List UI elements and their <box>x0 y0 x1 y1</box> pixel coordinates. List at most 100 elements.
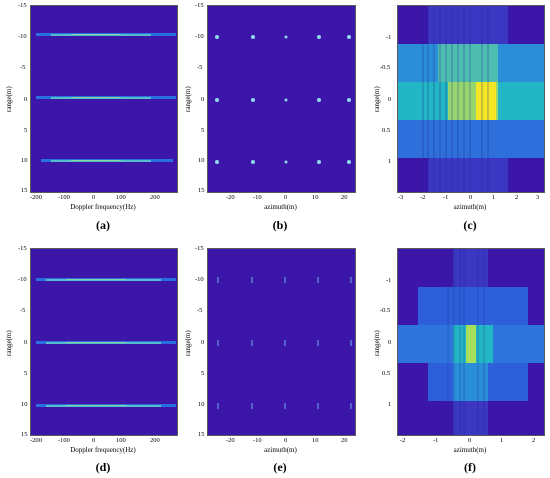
caption: (f) <box>464 460 476 474</box>
ytick: 0 <box>24 96 28 103</box>
xtick: 2 <box>515 194 519 201</box>
ytick: 0.5 <box>382 370 391 377</box>
ytick: 0 <box>201 339 205 346</box>
plot-f <box>397 248 545 436</box>
heatmap-a <box>36 33 176 162</box>
xtick: 200 <box>150 194 160 201</box>
ytick: -10 <box>195 33 204 40</box>
caption: (e) <box>273 460 287 474</box>
ytick: 0 <box>388 96 392 103</box>
ytick: 0.5 <box>382 127 391 134</box>
ytick: 1 <box>388 401 392 408</box>
plot-e <box>207 248 356 436</box>
heatmap-d <box>36 278 176 407</box>
plot-c <box>397 5 545 193</box>
xtick: -1 <box>443 194 449 201</box>
ytick: 5 <box>201 370 205 377</box>
plot-d <box>30 248 178 436</box>
ytick: 0 <box>24 339 28 346</box>
xtick: -10 <box>253 194 262 201</box>
caption: (c) <box>463 218 477 232</box>
xtick: -3 <box>398 194 404 201</box>
plot-b <box>207 5 356 193</box>
ytick: -15 <box>18 2 27 9</box>
ytick: -0.5 <box>380 307 391 314</box>
xtick: 200 <box>150 437 160 444</box>
xtick: -20 <box>226 194 235 201</box>
xtick: -1 <box>433 437 439 444</box>
ylabel: range(m) <box>5 330 13 356</box>
xtick: -20 <box>226 437 235 444</box>
heatmap-b <box>215 35 351 164</box>
xlabel: azimuth(m) <box>264 446 297 454</box>
caption: (b) <box>272 218 288 232</box>
ytick: -15 <box>195 245 204 252</box>
ytick: -10 <box>195 276 204 283</box>
xlabel: Doppler frequency(Hz) <box>70 446 136 454</box>
xtick: 0 <box>284 194 288 201</box>
xlabel: azimuth(m) <box>264 203 297 211</box>
ylabel: range(m) <box>184 86 192 112</box>
xtick: 100 <box>116 194 126 201</box>
plot-a <box>30 5 178 193</box>
ytick: -15 <box>195 2 204 9</box>
ytick: 15 <box>21 431 28 438</box>
ytick: -1 <box>386 34 392 41</box>
ytick: 5 <box>24 127 28 134</box>
ytick: -5 <box>197 307 203 314</box>
heatmap-c <box>398 6 544 192</box>
xtick: 100 <box>116 437 126 444</box>
xtick: 20 <box>341 194 348 201</box>
ytick: -10 <box>18 276 27 283</box>
xtick: -10 <box>253 437 262 444</box>
ytick: 15 <box>198 187 205 194</box>
ytick: -5 <box>20 64 26 71</box>
xtick: 10 <box>312 194 319 201</box>
xtick: 2 <box>532 437 536 444</box>
ylabel: range(m) <box>373 86 381 112</box>
ytick: 10 <box>21 157 28 164</box>
xtick: 3 <box>536 194 540 201</box>
ytick: 15 <box>21 187 28 194</box>
ylabel: range(m) <box>373 330 381 356</box>
xtick: 10 <box>312 437 319 444</box>
ytick: 0 <box>201 96 205 103</box>
heatmap-e <box>217 277 352 409</box>
xlabel: Doppler frequency(Hz) <box>70 203 136 211</box>
xtick: -2 <box>400 437 406 444</box>
ytick: 5 <box>24 370 28 377</box>
ytick: -5 <box>20 307 26 314</box>
ytick: -10 <box>18 33 27 40</box>
xtick: 0 <box>92 437 96 444</box>
xtick: 0 <box>92 194 96 201</box>
ytick: 15 <box>198 431 205 438</box>
ytick: 5 <box>201 127 205 134</box>
xtick: 0 <box>469 194 473 201</box>
ylabel: range(m) <box>184 330 192 356</box>
xtick: 0 <box>468 437 472 444</box>
xtick: -200 <box>30 437 42 444</box>
ytick: -0.5 <box>380 64 391 71</box>
xtick: 20 <box>341 437 348 444</box>
ytick: 1 <box>388 158 392 165</box>
ytick: -5 <box>197 64 203 71</box>
ytick: 10 <box>198 157 205 164</box>
ytick: 10 <box>198 401 205 408</box>
xtick: -100 <box>58 437 70 444</box>
xtick: 1 <box>500 437 504 444</box>
caption: (a) <box>96 218 110 232</box>
xlabel: azimuth(m) <box>453 446 487 454</box>
ytick: 10 <box>21 401 28 408</box>
ylabel: range(m) <box>5 86 13 112</box>
xtick: 1 <box>492 194 496 201</box>
caption: (d) <box>95 460 111 474</box>
xtick: -100 <box>58 194 70 201</box>
ytick: -15 <box>18 245 27 252</box>
xtick: 0 <box>284 437 288 444</box>
heatmap-f <box>398 249 544 435</box>
xlabel: azimuth(m) <box>453 203 487 211</box>
ytick: -1 <box>386 277 392 284</box>
xtick: -2 <box>420 194 426 201</box>
xtick: -200 <box>30 194 42 201</box>
ytick: 0 <box>388 339 392 346</box>
